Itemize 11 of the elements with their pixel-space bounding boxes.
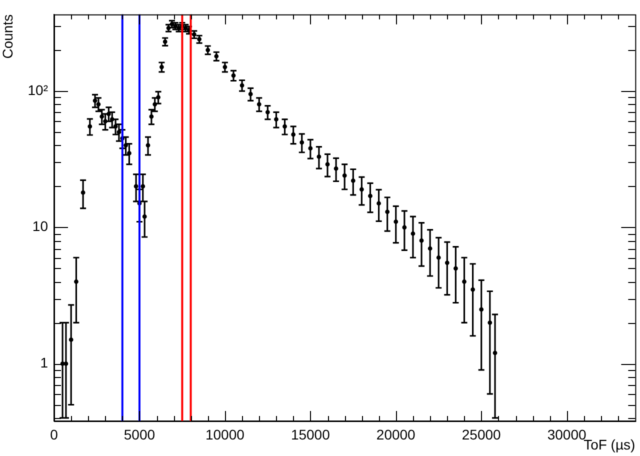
x-tick-label: 10000 [205,426,245,442]
x-tick-label: 15000 [290,426,330,442]
x-tick-label: 30000 [547,426,586,442]
y-tick-label: 10 [32,218,48,234]
y-tick-label: 10² [28,82,48,98]
y-tick-label: 1 [40,354,48,371]
y-axis-title: Counts [0,14,16,59]
x-tick-label: 20000 [376,426,416,442]
x-tick-label: 25000 [462,426,502,442]
x-tick-label: 0 [50,426,58,442]
x-tick-label: 5000 [124,426,156,442]
